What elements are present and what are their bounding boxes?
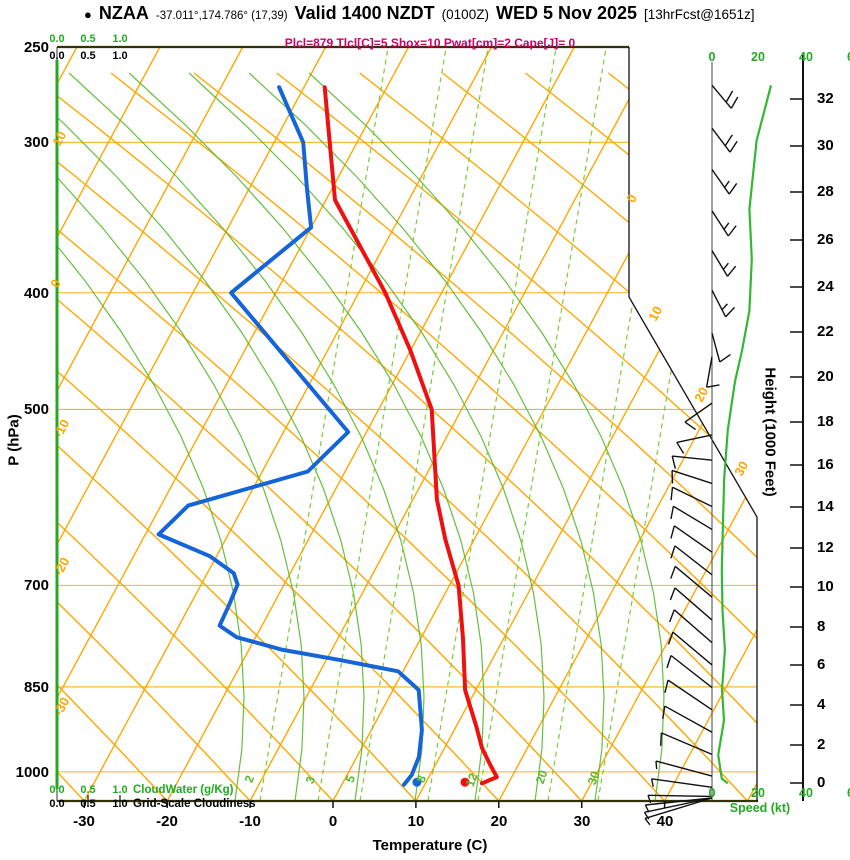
cloudwater-scale-label: CloudWater (g/Kg) bbox=[133, 784, 234, 796]
height-tick-label: 24 bbox=[817, 278, 834, 295]
pressure-tick-label: 300 bbox=[23, 134, 49, 151]
temperature-tick-label: -10 bbox=[239, 813, 261, 830]
height-tick-label: 20 bbox=[817, 368, 834, 385]
height-tick-label: 30 bbox=[817, 137, 834, 154]
wind-speed-curve bbox=[717, 85, 773, 785]
temperature-tick-label: 30 bbox=[573, 813, 591, 830]
temperature-tick-label: 20 bbox=[490, 813, 508, 830]
cloud-scale-bottom-black: 1.0 bbox=[112, 798, 128, 810]
speed-tick-label-top: 0 bbox=[708, 50, 716, 64]
cloud-scale-bottom-green: 0.0 bbox=[49, 784, 65, 796]
speed-tick-label-top: 60 bbox=[839, 50, 850, 64]
station-id: NZAA bbox=[98, 3, 149, 23]
station-bullet-icon: ● bbox=[84, 7, 92, 22]
speed-tick-label-bottom: 60 bbox=[839, 786, 850, 800]
cloud-scale-top-black: 0.5 bbox=[80, 50, 96, 62]
temperature-axis-label: Temperature (C) bbox=[372, 837, 488, 854]
pressure-tick-label: 400 bbox=[23, 285, 49, 302]
height-tick-label: 6 bbox=[817, 656, 826, 673]
temperature-tick-label: 40 bbox=[656, 813, 674, 830]
plot-frame bbox=[55, 45, 758, 808]
pressure-tick-label: 500 bbox=[23, 401, 49, 418]
height-tick-label: 26 bbox=[817, 231, 834, 248]
height-tick-label: 4 bbox=[817, 696, 826, 713]
height-tick-label: 18 bbox=[817, 413, 834, 430]
height-tick-label: 0 bbox=[817, 774, 826, 791]
cloud-scale-top-green: 1.0 bbox=[112, 33, 128, 45]
speed-tick-label-top: 40 bbox=[799, 50, 813, 64]
temperature-tick-label: 10 bbox=[407, 813, 425, 830]
speed-axis-label: Speed (kt) bbox=[729, 801, 791, 815]
dewpoint-curve bbox=[156, 85, 424, 787]
surface-dewpoint-marker bbox=[412, 777, 422, 787]
speed-tick-label-bottom: 0 bbox=[708, 786, 716, 800]
height-axis-label: Height (1000 Feet) bbox=[761, 367, 779, 497]
valid-time: Valid 1400 NZDT bbox=[294, 3, 435, 23]
pressure-tick-label: 1000 bbox=[15, 764, 49, 781]
pressure-tick-label: 850 bbox=[23, 679, 49, 696]
temperature-curve bbox=[322, 85, 499, 786]
pressure-tick-label: 250 bbox=[23, 39, 49, 56]
temperature-tick-label: -30 bbox=[73, 813, 95, 830]
height-tick-label: 12 bbox=[817, 539, 834, 556]
cloud-scale-bottom-green: 1.0 bbox=[112, 784, 128, 796]
cloud-scale-bottom-black: 0.5 bbox=[80, 798, 96, 810]
chart-title: ● NZAA -37.011°,174.786° (17,39) Valid 1… bbox=[84, 3, 755, 24]
station-coords: -37.011°,174.786° (17,39) bbox=[155, 10, 288, 22]
valid-date: WED 5 Nov 2025 bbox=[495, 3, 638, 23]
height-tick-label: 22 bbox=[817, 323, 834, 340]
temperature-tick-label: -20 bbox=[156, 813, 178, 830]
height-tick-label: 10 bbox=[817, 578, 834, 595]
speed-tick-label-bottom: 40 bbox=[799, 786, 813, 800]
cloud-scale-bottom-green: 0.5 bbox=[80, 784, 96, 796]
temperature-tick-label: 0 bbox=[328, 813, 338, 830]
height-tick-label: 32 bbox=[817, 90, 834, 107]
cloud-scale-top-green: 0.0 bbox=[49, 33, 65, 45]
cloud-scale-top-black: 1.0 bbox=[112, 50, 128, 62]
height-tick-label: 28 bbox=[817, 183, 834, 200]
height-tick-label: 2 bbox=[817, 736, 826, 753]
height-tick-label: 16 bbox=[817, 456, 834, 473]
cloudiness-scale-label: Grid-Scale Cloudiness bbox=[133, 798, 256, 810]
forecast-tag: [13hrFcst@1651z] bbox=[644, 7, 755, 22]
speed-tick-label-top: 20 bbox=[751, 50, 765, 64]
speed-tick-label-bottom: 20 bbox=[751, 786, 765, 800]
pressure-axis-label: P (hPa) bbox=[5, 414, 23, 466]
height-axis bbox=[790, 55, 804, 801]
wind-barbs bbox=[643, 62, 739, 826]
cloud-scale-top-black: 0.0 bbox=[49, 50, 65, 62]
pressure-tick-label: 700 bbox=[23, 577, 49, 594]
sounding-curves bbox=[156, 85, 499, 787]
valid-time-utc: (0100Z) bbox=[441, 7, 489, 22]
cloud-scale-top-green: 0.5 bbox=[80, 33, 96, 45]
cloud-scale-bottom-black: 0.0 bbox=[49, 798, 65, 810]
height-tick-label: 8 bbox=[817, 618, 826, 635]
stability-params-line: Plcl=879 Tlcl[C]=5 Shox=10 Pwat[cm]=2 Ca… bbox=[284, 36, 576, 50]
height-tick-label: 14 bbox=[817, 498, 834, 515]
surface-temperature-marker bbox=[460, 777, 470, 787]
